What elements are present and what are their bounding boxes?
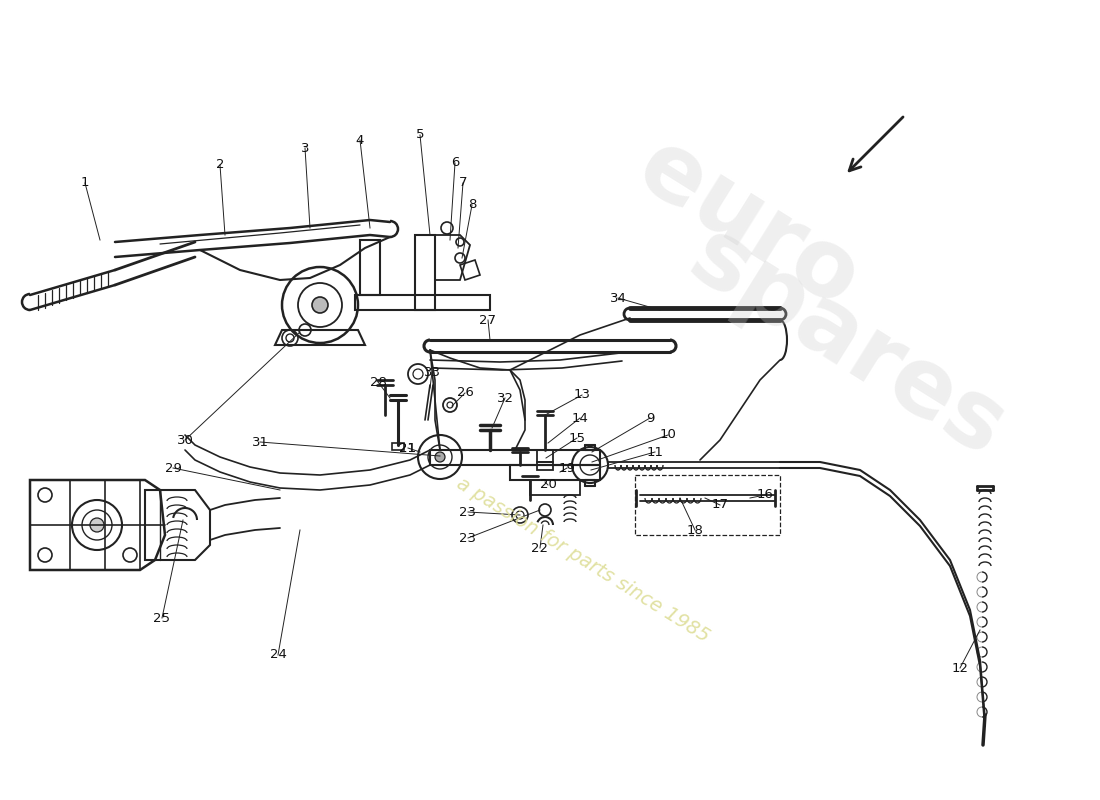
Text: 3: 3 — [300, 142, 309, 154]
Text: 31: 31 — [252, 435, 268, 449]
Text: 10: 10 — [660, 429, 676, 442]
Text: 12: 12 — [952, 662, 968, 674]
Circle shape — [312, 297, 328, 313]
Text: 32: 32 — [496, 391, 514, 405]
Text: 23: 23 — [460, 531, 476, 545]
Text: 20: 20 — [540, 478, 557, 491]
Text: 29: 29 — [165, 462, 182, 474]
Circle shape — [434, 452, 446, 462]
Text: 2: 2 — [216, 158, 224, 171]
Text: 26: 26 — [456, 386, 473, 399]
Text: 15: 15 — [569, 431, 585, 445]
Text: 24: 24 — [270, 649, 286, 662]
Text: euro: euro — [620, 121, 876, 327]
Text: 27: 27 — [480, 314, 496, 326]
Circle shape — [90, 518, 104, 532]
Text: 14: 14 — [572, 411, 588, 425]
Text: 5: 5 — [416, 129, 425, 142]
Text: 8: 8 — [468, 198, 476, 211]
Text: 28: 28 — [370, 375, 386, 389]
Text: 9: 9 — [646, 411, 654, 425]
Text: 19: 19 — [559, 462, 575, 474]
Text: 4: 4 — [355, 134, 364, 146]
Text: 17: 17 — [712, 498, 728, 511]
Text: 22: 22 — [531, 542, 549, 554]
Text: 1: 1 — [80, 177, 89, 190]
Text: 11: 11 — [647, 446, 663, 458]
Text: 21: 21 — [399, 442, 417, 454]
Text: 6: 6 — [451, 157, 459, 170]
Text: 7: 7 — [459, 177, 468, 190]
Text: 23: 23 — [460, 506, 476, 518]
Text: 16: 16 — [757, 489, 773, 502]
Text: 30: 30 — [177, 434, 194, 446]
Text: a passion for parts since 1985: a passion for parts since 1985 — [453, 474, 713, 646]
Text: 25: 25 — [154, 611, 170, 625]
Text: 34: 34 — [609, 291, 626, 305]
Text: spares: spares — [672, 211, 1022, 477]
Text: 13: 13 — [573, 389, 591, 402]
Text: 33: 33 — [424, 366, 440, 378]
Text: 21: 21 — [399, 442, 417, 454]
Text: 18: 18 — [686, 523, 703, 537]
